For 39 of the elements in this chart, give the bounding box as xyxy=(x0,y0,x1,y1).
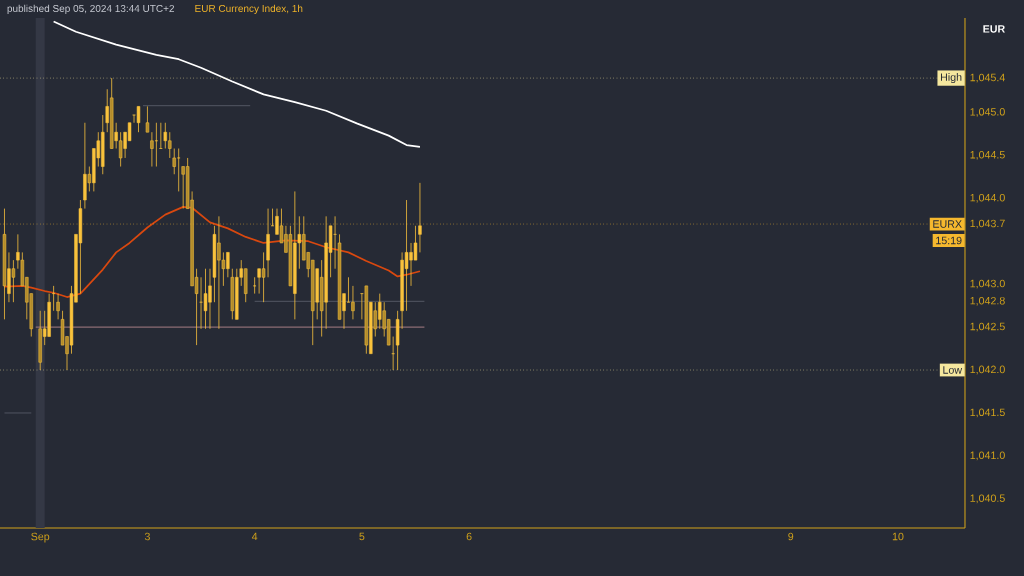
x-tick-label: 9 xyxy=(788,532,794,541)
candlestick xyxy=(252,276,257,294)
annotation: 15:19 xyxy=(936,236,962,245)
y-tick-label: 1,045.0 xyxy=(970,108,1005,117)
y-tick-label: 1,043.7 xyxy=(970,219,1005,229)
y-tick-label: 1,043.0 xyxy=(970,279,1005,289)
line-series xyxy=(3,206,421,298)
y-tick-label: 1,045.4 xyxy=(970,73,1005,83)
y-tick-label: 1,042.8 xyxy=(970,296,1005,306)
x-tick-label: 5 xyxy=(359,532,365,541)
x-tick-label: Sep xyxy=(31,532,50,543)
y-tick-label: 1,041.5 xyxy=(970,408,1005,418)
y-tick-label: 1,044.0 xyxy=(970,193,1005,203)
candlestick xyxy=(351,285,355,320)
ref-line-label: EURX xyxy=(933,220,962,228)
candlestick xyxy=(159,122,163,149)
candlestick xyxy=(11,259,16,303)
candlestick xyxy=(154,122,159,167)
y-tick-label: 1,041.0 xyxy=(970,451,1005,461)
ref-line-label: Low xyxy=(943,366,963,374)
chart-title: EUR Currency Index, 1h xyxy=(195,4,303,14)
candlestick xyxy=(203,268,208,330)
candlestick xyxy=(118,131,123,167)
x-tick-label: 3 xyxy=(144,532,150,541)
candlestick xyxy=(51,285,56,312)
y-tick-label: 1,044.5 xyxy=(970,150,1005,160)
y-tick-label: 1,042.0 xyxy=(970,365,1005,375)
candlestick xyxy=(136,106,141,133)
chart-subtitle: published Sep 05, 2024 13:44 UTC+2 xyxy=(7,4,175,14)
ref-line-label: High xyxy=(941,73,962,84)
y-tick-label: 1,042.5 xyxy=(970,322,1005,332)
candlestick xyxy=(172,148,176,175)
line-series xyxy=(52,20,421,148)
y-tick-label: 1,040.5 xyxy=(970,494,1005,504)
x-tick-label: 10 xyxy=(892,532,904,541)
x-tick-label: 4 xyxy=(251,532,258,541)
x-tick-label: 6 xyxy=(466,532,472,541)
candlestick xyxy=(56,293,60,320)
y-axis-title: EUR xyxy=(983,25,1005,33)
